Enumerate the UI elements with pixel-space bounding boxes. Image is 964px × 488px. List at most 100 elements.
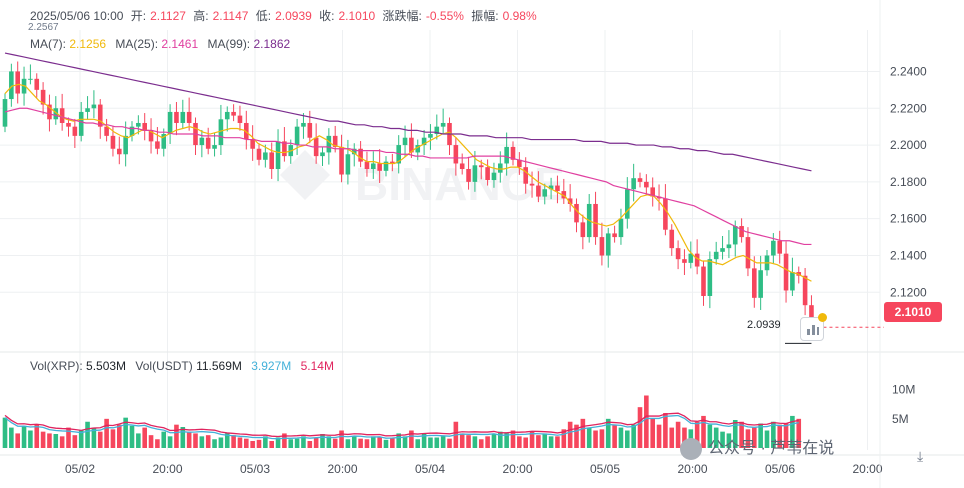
low-value: 2.0939 bbox=[275, 9, 312, 23]
volume-bar bbox=[78, 430, 84, 448]
close-value: 2.1010 bbox=[338, 9, 376, 23]
volume-bar bbox=[390, 438, 395, 448]
volume-bar bbox=[15, 433, 20, 448]
y-tick-label: 2.1400 bbox=[890, 248, 927, 262]
candle-body bbox=[9, 71, 14, 100]
volume-bar bbox=[110, 429, 116, 448]
volume-bar bbox=[85, 421, 90, 448]
candle-body bbox=[752, 268, 757, 298]
ma7-value: 2.1256 bbox=[69, 37, 107, 51]
candle-body bbox=[688, 253, 694, 263]
volume-bar bbox=[402, 436, 408, 448]
volume-bar bbox=[72, 435, 78, 448]
candle-body bbox=[694, 253, 700, 267]
vol-xrp-label: Vol(XRP): bbox=[30, 359, 83, 373]
volume-bar bbox=[383, 439, 389, 448]
candle-body bbox=[498, 163, 503, 173]
candle-body bbox=[720, 248, 725, 252]
candle-body bbox=[339, 146, 344, 175]
ma25-line bbox=[4, 107, 812, 246]
candle-body bbox=[167, 111, 173, 135]
volume-bar bbox=[574, 424, 579, 448]
volume-bar bbox=[745, 429, 751, 448]
y-tick-label: 2.1600 bbox=[890, 212, 927, 226]
candle-body bbox=[294, 126, 300, 146]
volume-bar bbox=[288, 439, 294, 448]
x-tick-label: 05/04 bbox=[415, 462, 445, 476]
amplitude-label: 振幅: bbox=[471, 9, 499, 23]
candle-body bbox=[625, 189, 630, 219]
high-value: 2.1147 bbox=[212, 9, 249, 23]
volume-bar bbox=[517, 436, 522, 448]
volume-bar bbox=[542, 433, 548, 448]
candle-body bbox=[301, 122, 306, 127]
candle-body bbox=[637, 178, 643, 182]
volume-bar bbox=[466, 435, 471, 448]
volume-bar bbox=[351, 436, 357, 448]
candle-body bbox=[599, 237, 605, 256]
candle-body bbox=[123, 135, 128, 155]
ma25-label: MA(25): bbox=[115, 37, 159, 51]
candle-body bbox=[529, 183, 535, 186]
candle-body bbox=[2, 99, 8, 127]
volume-bar bbox=[180, 427, 186, 448]
ma99-line bbox=[4, 52, 812, 172]
ma-legend: MA(7): 2.1256 MA(25): 2.1461 MA(99): 2.1… bbox=[30, 37, 290, 51]
candle-body bbox=[745, 237, 751, 269]
candle-body bbox=[631, 178, 636, 190]
candle-body bbox=[777, 240, 782, 254]
volume-bar bbox=[205, 435, 211, 448]
candle-body bbox=[504, 146, 509, 164]
candle-body bbox=[548, 185, 554, 190]
candle-body bbox=[269, 152, 274, 169]
candle-body bbox=[536, 185, 541, 197]
volume-bar bbox=[580, 418, 586, 448]
candle-body bbox=[326, 135, 332, 153]
volume-bar bbox=[282, 433, 287, 448]
x-tick-label: 20:00 bbox=[152, 462, 182, 476]
candle-body bbox=[555, 185, 560, 192]
volume-bar bbox=[561, 429, 567, 448]
volume-bar bbox=[250, 441, 255, 448]
download-icon[interactable]: ⤓ bbox=[917, 448, 924, 464]
volume-bar bbox=[720, 431, 725, 448]
volume-bar bbox=[529, 431, 535, 448]
candle-body bbox=[809, 305, 814, 328]
volume-bar bbox=[28, 430, 33, 448]
candle-body bbox=[110, 135, 116, 149]
candle-body bbox=[726, 244, 732, 249]
candle-body bbox=[263, 152, 268, 160]
volume-bar bbox=[605, 418, 611, 448]
volume-bar bbox=[726, 433, 732, 448]
x-tick-label: 20:00 bbox=[677, 462, 707, 476]
candle-body bbox=[186, 111, 192, 123]
volume-bar bbox=[174, 424, 179, 448]
candle-body bbox=[256, 148, 262, 160]
volume-bar bbox=[675, 421, 681, 448]
notification-dot bbox=[818, 313, 827, 322]
candle-body bbox=[402, 137, 408, 146]
candle-body bbox=[472, 165, 478, 182]
candle-body bbox=[244, 122, 249, 140]
x-tick-label: 05/05 bbox=[590, 462, 620, 476]
candle-body bbox=[78, 111, 84, 136]
volume-bar bbox=[790, 415, 795, 448]
volume-bar bbox=[193, 433, 198, 448]
volume-bar bbox=[771, 421, 776, 448]
volume-bar bbox=[218, 437, 224, 448]
candle-body bbox=[205, 137, 211, 149]
candle-body bbox=[390, 161, 395, 164]
volume-bar bbox=[256, 439, 262, 448]
candle-body bbox=[542, 189, 548, 197]
candle-body bbox=[307, 122, 313, 138]
ma7-label: MA(7): bbox=[30, 37, 66, 51]
y-tick-label: 2.1200 bbox=[890, 285, 927, 299]
candle-body bbox=[34, 78, 40, 90]
volume-bar bbox=[599, 429, 605, 448]
volume-bar bbox=[21, 425, 27, 448]
candle-body bbox=[282, 141, 287, 157]
candle-body bbox=[771, 240, 776, 256]
volume-bar bbox=[263, 436, 268, 448]
candle-body bbox=[320, 152, 325, 157]
